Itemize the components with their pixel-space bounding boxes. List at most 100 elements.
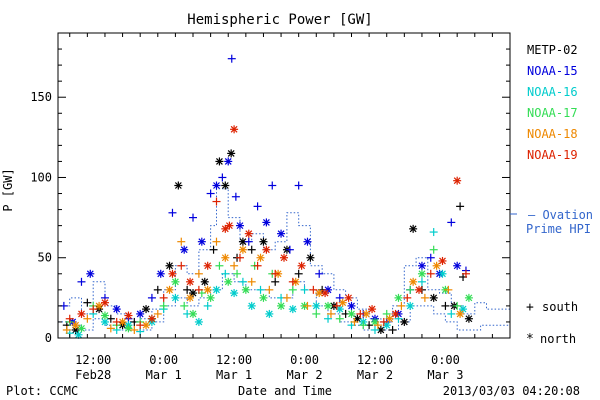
south-point <box>168 208 177 217</box>
south-point <box>231 192 240 201</box>
south-point <box>332 301 341 310</box>
legend-item-noaa-15: NOAA-15 <box>527 64 578 78</box>
chart-title: Hemispheric Power [GW] <box>187 12 372 28</box>
south-point <box>177 237 186 246</box>
south-point <box>456 202 465 211</box>
north-point <box>409 224 418 233</box>
south-point <box>335 314 344 323</box>
north-point <box>406 301 415 310</box>
north-point <box>221 224 230 233</box>
south-point <box>212 237 221 246</box>
x-tick-label-time: 12:00 <box>357 353 393 367</box>
south-point <box>271 269 280 278</box>
south-point <box>370 325 379 334</box>
south-point <box>215 261 224 270</box>
south-point <box>359 321 368 330</box>
north-point <box>124 324 133 333</box>
north-point <box>259 237 268 246</box>
north-point <box>385 314 394 323</box>
north-point <box>415 285 424 294</box>
south-point <box>89 305 98 314</box>
north-point <box>224 157 233 166</box>
south-point <box>429 245 438 254</box>
south-point <box>453 301 462 310</box>
north-point <box>262 245 271 254</box>
x-tick-label-date: Mar 1 <box>146 368 182 382</box>
south-point <box>294 269 303 278</box>
x-tick-label-time: 0:00 <box>290 353 319 367</box>
north-point <box>438 269 447 278</box>
north-point <box>324 301 333 310</box>
north-point <box>221 253 230 262</box>
south-point <box>83 298 92 307</box>
legend-item-metp-02: METP-02 <box>527 43 578 57</box>
south-point <box>271 277 280 286</box>
south-point <box>388 325 397 334</box>
north-point <box>194 317 203 326</box>
south-point <box>247 245 256 254</box>
south-point <box>303 301 312 310</box>
north-point <box>77 309 86 318</box>
north-point <box>464 314 473 323</box>
ovation-legend-line2: Prime HPI <box>526 222 591 236</box>
north-point <box>459 305 468 314</box>
series-metp-02 <box>62 149 473 334</box>
north-point <box>197 237 206 246</box>
north-point <box>136 309 145 318</box>
south-point <box>441 301 450 310</box>
south-point <box>461 269 470 278</box>
north-point <box>77 324 86 333</box>
north-point <box>241 285 250 294</box>
north-point <box>262 218 271 227</box>
north-point <box>171 293 180 302</box>
north-point <box>206 293 215 302</box>
legend-item-noaa-16: NOAA-16 <box>527 85 578 99</box>
south-point <box>147 293 156 302</box>
north-point <box>147 314 156 323</box>
south-point <box>417 277 426 286</box>
series-noaa-15 <box>59 54 470 326</box>
data-points-layer <box>59 54 473 339</box>
south-point <box>447 309 456 318</box>
north-point <box>86 269 95 278</box>
south-point <box>426 269 435 278</box>
north-point <box>238 245 247 254</box>
north-point <box>464 293 473 302</box>
south-point <box>244 237 253 246</box>
x-tick-label-date: Mar 3 <box>427 368 463 382</box>
north-point <box>297 261 306 270</box>
south-point <box>282 293 291 302</box>
north-point <box>432 261 441 270</box>
marker-key-north-symbol: * <box>526 332 534 347</box>
south-point <box>312 309 321 318</box>
south-point <box>112 317 121 326</box>
north-point <box>95 301 104 310</box>
north-point <box>256 253 265 262</box>
legend: METP-02 NOAA-15 NOAA-16 NOAA-17 NOAA-18 NOAA-… <box>527 43 578 162</box>
south-point <box>444 285 453 294</box>
south-point <box>218 173 227 182</box>
south-point <box>233 269 242 278</box>
north-point <box>215 157 224 166</box>
south-point <box>315 269 324 278</box>
north-point <box>203 261 212 270</box>
ovation-legend-line1: — Ovation <box>528 208 593 222</box>
x-tick-label-time: 12:00 <box>216 353 252 367</box>
marker-key-south-symbol: + <box>526 300 534 315</box>
north-point <box>453 176 462 185</box>
north-point <box>165 261 174 270</box>
south-point <box>265 285 274 294</box>
north-point <box>244 229 253 238</box>
north-point <box>225 221 234 230</box>
north-point <box>417 261 426 270</box>
north-point <box>212 181 221 190</box>
south-point <box>397 301 406 310</box>
north-point <box>100 311 109 320</box>
x-tick-label-date: Mar 2 <box>286 368 322 382</box>
north-point <box>112 305 121 314</box>
x-tick-label-time: 0:00 <box>431 353 460 367</box>
south-point <box>203 301 212 310</box>
y-tick-label: 0 <box>45 331 52 345</box>
south-point <box>159 301 168 310</box>
